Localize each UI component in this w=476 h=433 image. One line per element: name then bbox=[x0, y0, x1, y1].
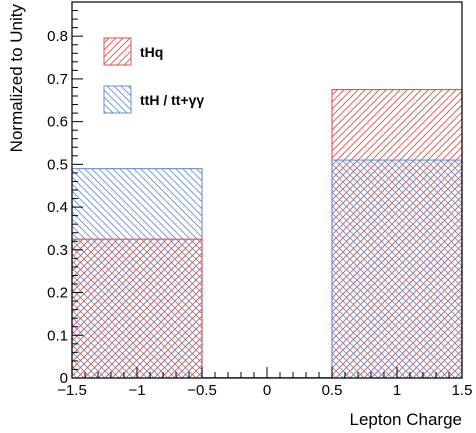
y-tick-label: 0.5 bbox=[47, 156, 68, 173]
x-tick-label: 1.5 bbox=[452, 382, 473, 399]
x-tick-label: −1.5 bbox=[57, 382, 87, 399]
y-tick-label: 0.3 bbox=[47, 242, 68, 259]
y-tick-label: 0.1 bbox=[47, 327, 68, 344]
y-tick-label: 0.7 bbox=[47, 71, 68, 88]
y-tick-label: 0.8 bbox=[47, 28, 68, 45]
legend: tHq ttH / tt+γγ bbox=[103, 37, 204, 114]
y-axis-title: Normalized to Unity bbox=[7, 4, 26, 153]
x-tick-label: 0 bbox=[263, 382, 271, 399]
y-tick-label: 0.4 bbox=[47, 199, 68, 216]
y-tick-label: 0 bbox=[60, 370, 68, 387]
legend-swatch-tth bbox=[103, 85, 132, 114]
legend-label-thq: tHq bbox=[140, 44, 163, 60]
bar-tth-bin-2 bbox=[331, 159, 463, 379]
legend-label-tth: ttH / tt+γγ bbox=[140, 92, 204, 108]
x-tick-label: 0.5 bbox=[322, 382, 343, 399]
y-tick-label: 0.2 bbox=[47, 285, 68, 302]
legend-entry-thq: tHq bbox=[103, 37, 163, 66]
legend-swatch-thq bbox=[103, 37, 132, 66]
x-tick-label: −0.5 bbox=[187, 382, 217, 399]
x-axis-title: Lepton Charge bbox=[350, 410, 462, 429]
y-tick-label: 0.6 bbox=[47, 114, 68, 131]
legend-entry-tth: ttH / tt+γγ bbox=[103, 85, 204, 114]
x-tick-label: 1 bbox=[393, 382, 401, 399]
x-tick-label: −1 bbox=[128, 382, 145, 399]
bar-thq-bin-0 bbox=[71, 238, 203, 379]
